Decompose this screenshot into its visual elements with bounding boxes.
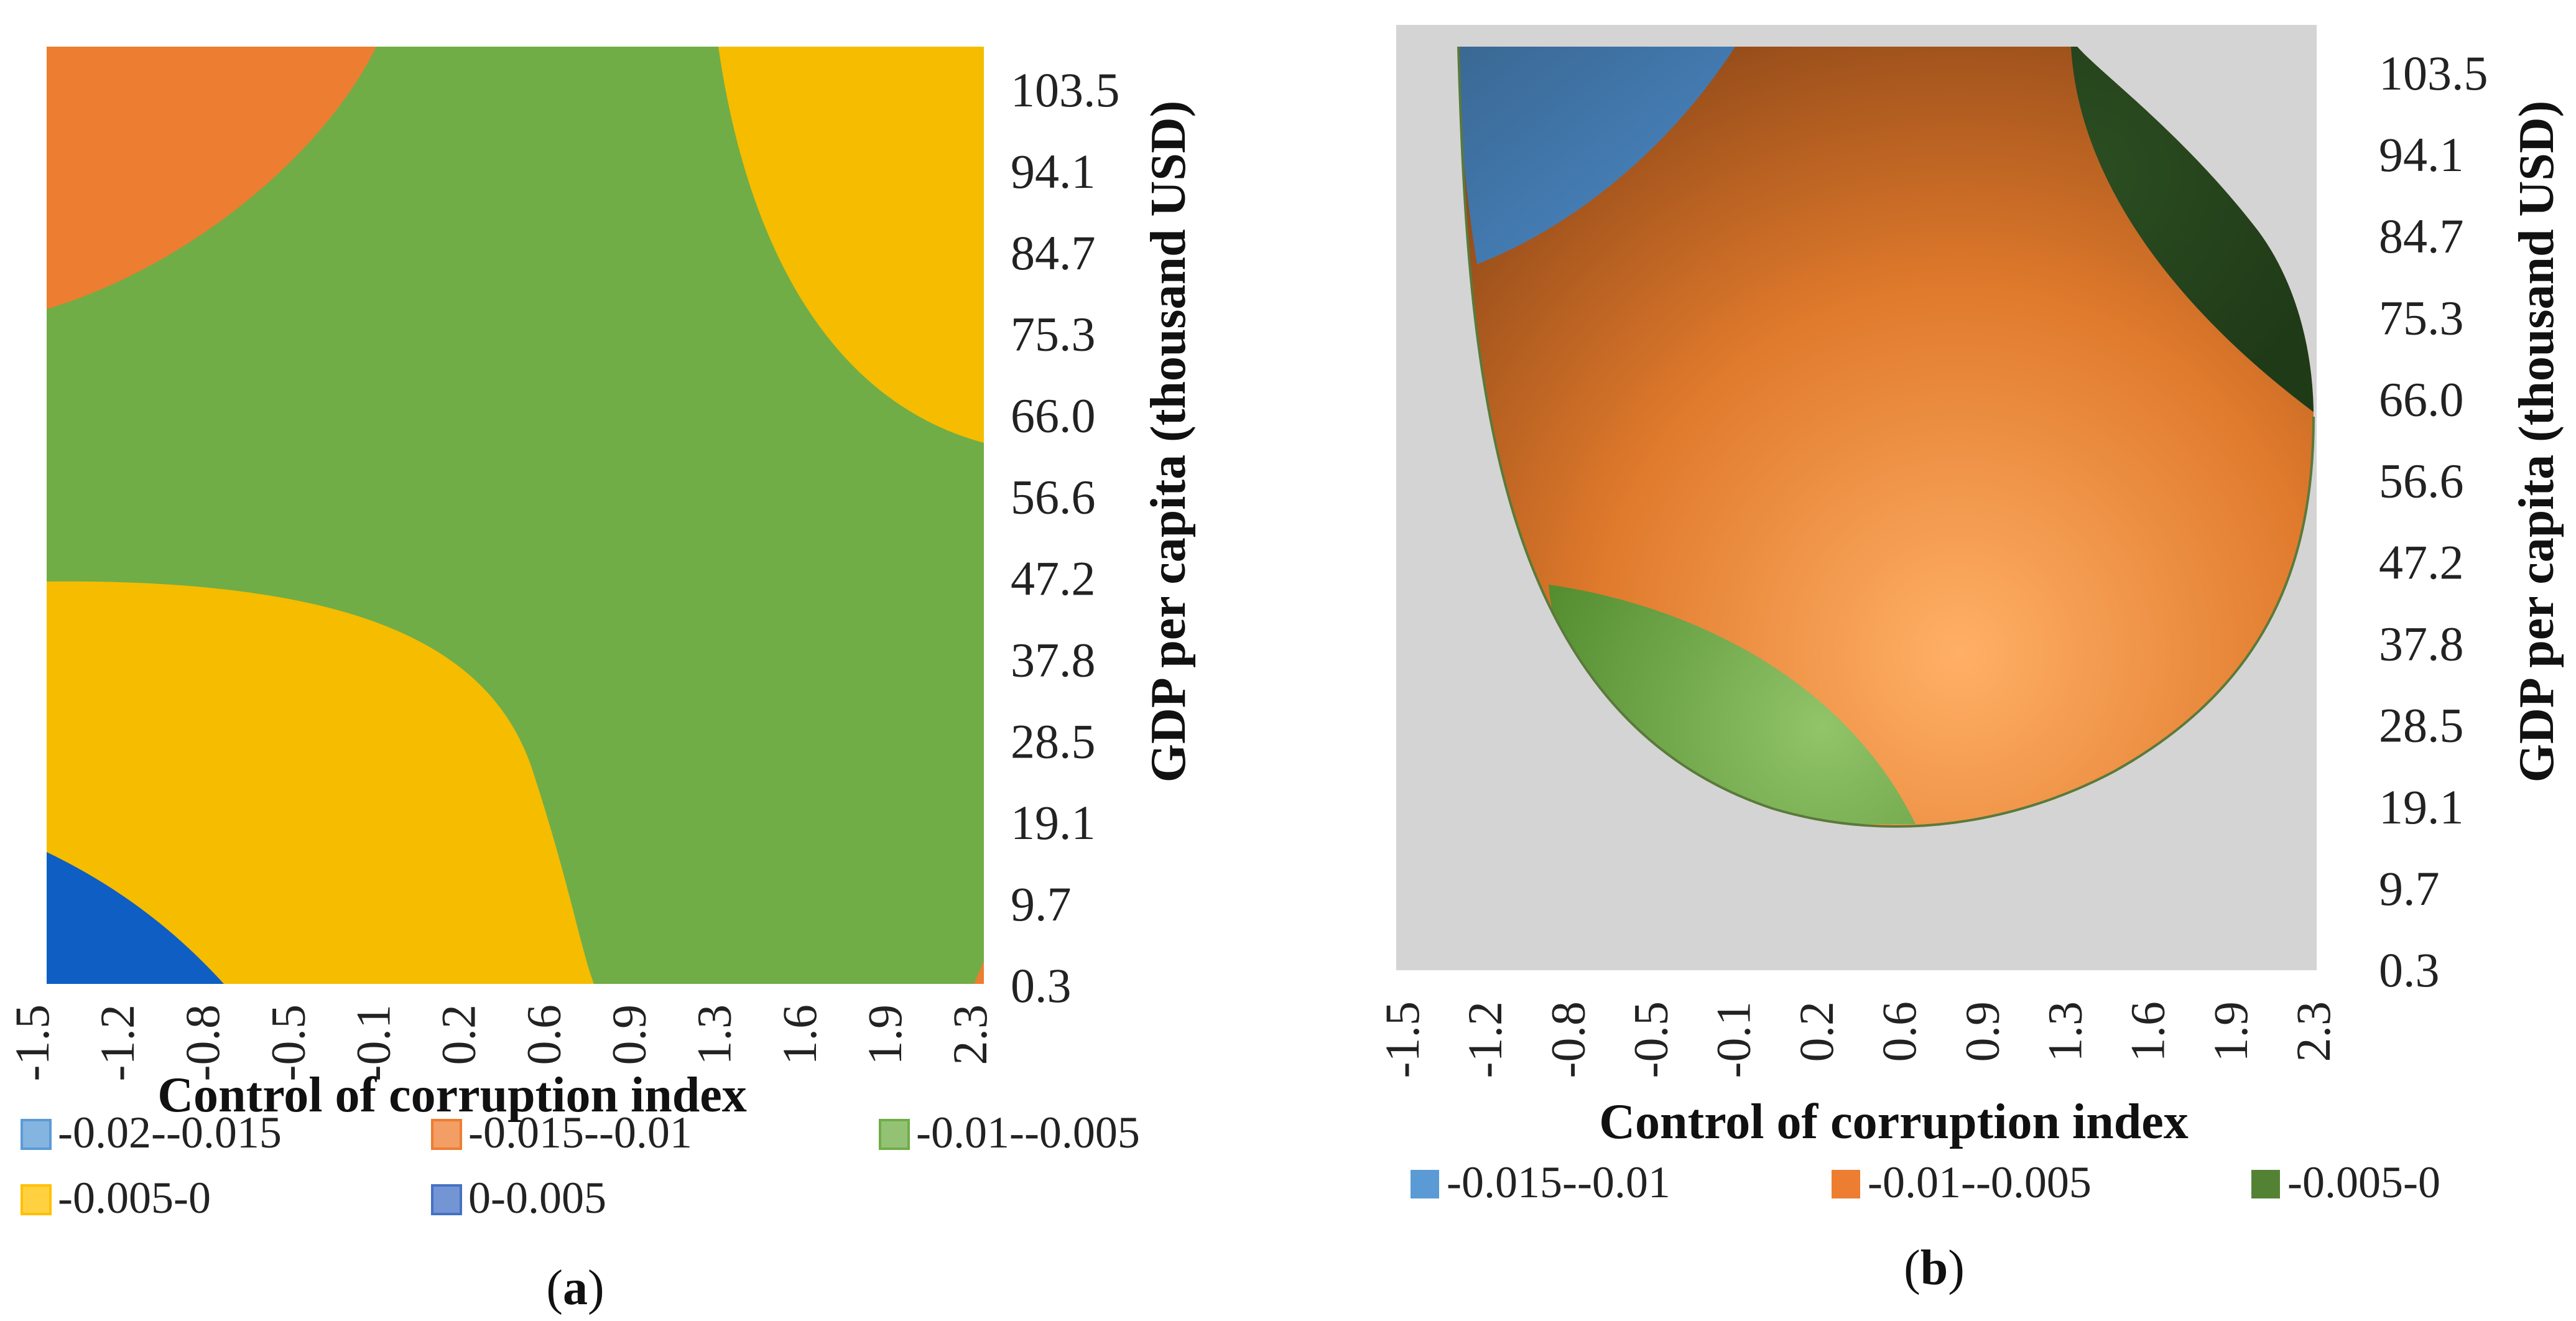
x-tick-label: -0.1 [1707,1001,1761,1078]
x-tick-label: 0.9 [602,1004,656,1065]
panel-label-letter: b [1920,1241,1948,1296]
y-tick-label: 94.1 [2379,127,2464,182]
panel-label-close: ) [588,1261,605,1315]
y-tick-label: 103.5 [1011,63,1120,117]
legend-swatch [431,1184,462,1215]
panel-label: (b) [1904,1241,1965,1296]
x-tick-label: -0.5 [261,1004,315,1081]
panel-label-close: ) [1948,1241,1965,1296]
y-tick-label: 0.3 [2379,943,2440,997]
surface [1458,47,2314,827]
y-axis-title: GDP per capita (thousand USD) [2509,101,2564,782]
x-tick-labels: -1.5 -1.2 -0.8 -0.5 -0.1 0.2 0.6 0.9 1.3 1.6 1.9 2.… [1375,1001,2340,1078]
legend-swatch [1832,1170,1860,1198]
panel-label-letter: a [563,1261,588,1315]
y-tick-label: 66.0 [2379,372,2464,426]
y-tick-label: 94.1 [1011,144,1096,198]
x-tick-label: -0.5 [1624,1001,1678,1078]
y-tick-label: 0.3 [1011,958,1072,1013]
x-tick-label: 2.3 [2286,1001,2340,1062]
x-tick-labels: -1.5 -1.2 -0.8 -0.5 -0.1 0.2 0.6 0.9 1.3 1.6 1.9 2.… [5,1004,997,1081]
y-tick-label: 37.8 [2379,617,2464,671]
x-tick-label: -1.2 [1458,1001,1512,1078]
legend: -0.02--0.015 -0.015--0.01 -0.01--0.005 -0.0… [21,1108,1140,1223]
y-axis-title: GDP per capita (thousand USD) [1141,101,1196,782]
legend-swatch [431,1119,462,1150]
legend-label: -0.015--0.01 [1447,1157,1670,1207]
x-tick-label: -0.8 [1541,1001,1595,1078]
x-tick-label: 0.6 [1872,1001,1926,1062]
y-tick-label: 37.8 [1011,633,1096,687]
legend-label: -0.005-0 [58,1173,211,1223]
y-tick-label: 84.7 [2379,209,2464,263]
x-tick-label: 1.3 [687,1004,741,1065]
y-tick-label: 19.1 [1011,795,1096,850]
region-blue [47,852,224,984]
x-tick-label: 1.6 [2121,1001,2175,1062]
x-tick-label: 0.2 [431,1004,485,1065]
region-orange-corner [974,961,984,984]
legend-swatch [879,1119,910,1150]
legend-label: -0.015--0.01 [468,1108,692,1157]
x-tick-label: 0.6 [517,1004,571,1065]
x-axis-title: Control of corruption index [157,1068,746,1123]
y-tick-labels: 0.3 9.7 19.1 28.5 37.8 47.2 56.6 66.0 75.3 84.7 94… [1011,63,1120,1013]
x-tick-label: -1.2 [90,1004,144,1081]
x-tick-label: -1.5 [5,1004,59,1081]
x-tick-label: 1.9 [2203,1001,2258,1062]
y-tick-label: 103.5 [2379,46,2488,100]
y-tick-label: 28.5 [2379,698,2464,753]
legend-label: -0.02--0.015 [58,1108,282,1157]
y-tick-label: 19.1 [2379,780,2464,834]
panel-label: (a) [546,1261,604,1315]
surface-outline [1457,46,2315,828]
legend-label: 0-0.005 [468,1173,606,1223]
y-tick-label: 56.6 [1011,470,1096,524]
y-tick-label: 28.5 [1011,714,1096,768]
x-tick-label: -1.5 [1375,1001,1429,1078]
y-tick-label: 56.6 [2379,453,2464,508]
y-tick-label: 75.3 [2379,290,2464,345]
region-yellow-top-right [718,47,984,443]
y-tick-label: 84.7 [1011,226,1096,280]
x-tick-label: 0.2 [1789,1001,1843,1062]
y-tick-label: 47.2 [1011,551,1096,605]
x-tick-label: -0.1 [346,1004,400,1081]
x-tick-label: -0.8 [175,1004,229,1081]
panel-a-plot-area [47,47,984,984]
y-tick-label: 9.7 [1011,877,1072,931]
y-tick-label: 47.2 [2379,535,2464,590]
x-tick-label: 1.6 [772,1004,827,1065]
legend-swatch [2251,1170,2280,1198]
y-tick-label: 75.3 [1011,307,1096,361]
surface-blue [1458,47,1735,264]
panel-b: -1.5 -1.2 -0.8 -0.5 -0.1 0.2 0.6 0.9 1.3 1.6 1.9 2.… [1375,25,2564,1296]
panel-label-open: ( [546,1261,563,1315]
region-yellow-bottom-left [47,581,594,984]
legend: -0.015--0.01 -0.01--0.005 -0.005-0 [1411,1157,2440,1207]
region-orange [47,47,376,309]
y-tick-label: 9.7 [2379,861,2440,915]
legend-label: -0.005-0 [2287,1157,2440,1207]
legend-swatch [1411,1170,1439,1198]
x-tick-label: 0.9 [1955,1001,2009,1062]
x-tick-label: 1.9 [858,1004,912,1065]
legend-swatch [21,1119,52,1150]
legend-label: -0.01--0.005 [916,1108,1140,1157]
y-tick-labels: 0.3 9.7 19.1 28.5 37.8 47.2 56.6 66.0 75.3 84.7 94… [2379,46,2488,997]
x-axis-title: Control of corruption index [1599,1095,2188,1149]
legend-label: -0.01--0.005 [1868,1157,2092,1207]
x-tick-label: 1.3 [2037,1001,2092,1062]
x-tick-label: 2.3 [943,1004,997,1065]
panel-a: -1.5 -1.2 -0.8 -0.5 -0.1 0.2 0.6 0.9 1.3 1.6 1.9 2.… [5,47,1196,1315]
legend-swatch [21,1184,52,1215]
panel-label-open: ( [1904,1241,1920,1296]
y-tick-label: 66.0 [1011,389,1096,443]
